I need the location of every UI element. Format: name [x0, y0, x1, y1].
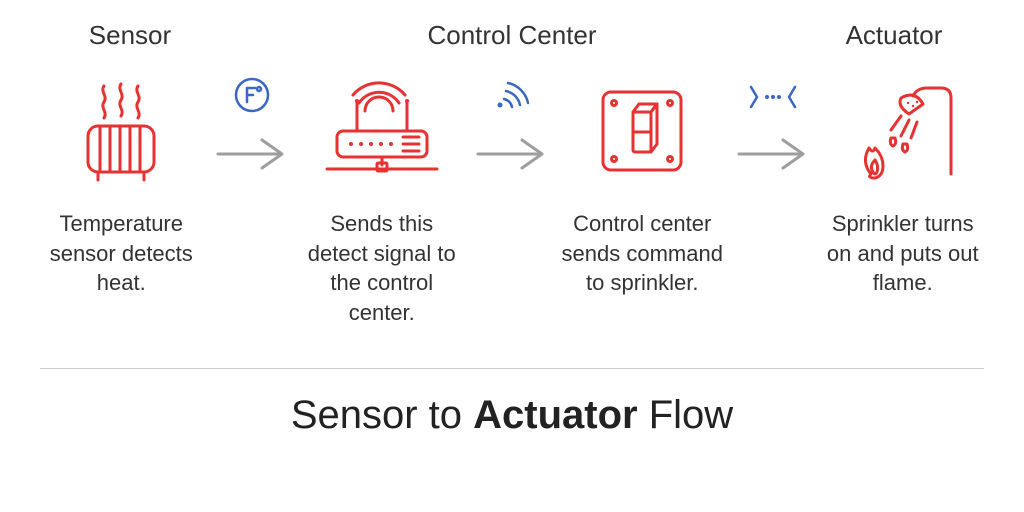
title-pre: Sensor to — [291, 393, 473, 437]
sprinkler-icon — [822, 71, 985, 191]
router-icon — [301, 71, 464, 191]
arrow-3 — [728, 71, 818, 191]
caption-sprinkler: Sprinkler turns on and puts out flame. — [822, 209, 985, 298]
arrow-icon — [212, 117, 292, 191]
header-control-center: Control Center — [312, 20, 712, 51]
column-headers: Sensor Control Center Actuator — [40, 20, 984, 51]
flow-row: Temperature sensor detects heat. — [40, 71, 984, 328]
switch-icon — [561, 71, 724, 191]
step-sprinkler: Sprinkler turns on and puts out flame. — [822, 71, 985, 298]
arrow-icon — [472, 117, 552, 191]
diagram-title: Sensor to Actuator Flow — [40, 393, 984, 438]
heater-icon — [40, 71, 203, 191]
arrow-1 — [207, 71, 297, 191]
title-bold: Actuator — [473, 393, 637, 437]
caption-router: Sends this detect signal to the control … — [301, 209, 464, 328]
caption-switch: Control center sends command to sprinkle… — [561, 209, 724, 298]
header-actuator: Actuator — [804, 20, 984, 51]
dots-icon — [745, 71, 801, 115]
signal-icon — [490, 71, 534, 115]
f-degree-icon — [232, 71, 272, 115]
title-post: Flow — [638, 393, 734, 437]
step-switch: Control center sends command to sprinkle… — [561, 71, 724, 298]
arrow-2 — [467, 71, 557, 191]
divider — [40, 368, 984, 369]
caption-sensor: Temperature sensor detects heat. — [40, 209, 203, 298]
arrow-icon — [733, 117, 813, 191]
step-router: Sends this detect signal to the control … — [301, 71, 464, 328]
step-sensor: Temperature sensor detects heat. — [40, 71, 203, 298]
header-sensor: Sensor — [40, 20, 220, 51]
